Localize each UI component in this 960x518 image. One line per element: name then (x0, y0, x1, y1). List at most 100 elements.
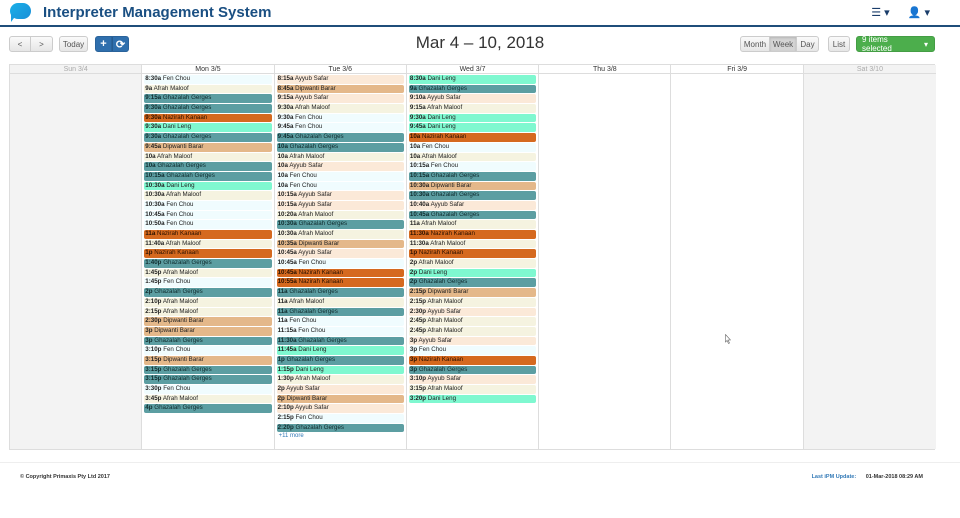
day-header[interactable]: Mon 3/5 (142, 65, 274, 74)
calendar-event[interactable]: 3p Fen Chou (408, 346, 537, 355)
calendar-event[interactable]: 10:15a Fen Chou (408, 162, 537, 171)
calendar-event[interactable]: 11a Afrah Maloof (408, 220, 537, 229)
calendar-event[interactable]: 2:15p Afrah Maloof (408, 297, 537, 307)
view-month-button[interactable]: Month (740, 36, 770, 52)
calendar-event[interactable]: 8:15a Ayyub Safar (276, 75, 404, 84)
calendar-event[interactable]: 9:30a Fen Chou (276, 113, 404, 123)
calendar-event[interactable]: 11:30a Afrah Maloof (408, 239, 537, 249)
prev-week-button[interactable]: < (9, 36, 31, 52)
day-column[interactable]: Thu 3/8 (539, 65, 672, 449)
calendar-event[interactable]: 10a Afrah Maloof (276, 152, 404, 162)
calendar-event[interactable]: 11:30a Ghazalah Gerges (276, 336, 404, 346)
calendar-event[interactable]: 1p Ghazalah Gerges (276, 355, 404, 365)
calendar-event[interactable]: 3:15p Dipwanti Barar (144, 355, 272, 365)
calendar-event[interactable]: 9:30a Ghazalah Gerges (144, 104, 272, 113)
day-column[interactable]: Wed 3/7 8:30a Dani Leng 9a Ghazalah Gerges… (406, 65, 540, 449)
calendar-event[interactable]: 10a Ghazalah Gerges (144, 162, 272, 171)
interpreter-filter-dropdown[interactable]: 9 items selected ▾ (856, 35, 935, 53)
calendar-event[interactable]: 10:35a Dipwanti Barar (276, 239, 404, 249)
calendar-event[interactable]: 9:45a Dani Leng (408, 123, 537, 133)
next-week-button[interactable]: > (31, 36, 53, 52)
calendar-event[interactable]: 9:15a Ghazalah Gerges (144, 94, 272, 104)
calendar-event[interactable]: 2p Ghazalah Gerges (408, 278, 537, 288)
calendar-event[interactable]: 10:20a Afrah Maloof (276, 210, 404, 220)
view-week-button[interactable]: Week (770, 36, 797, 52)
calendar-event[interactable]: 10:45a Ghazalah Gerges (408, 210, 537, 220)
calendar-event[interactable]: 1p Nazirah Kanaan (144, 249, 272, 259)
day-header[interactable]: Tue 3/6 (274, 65, 406, 74)
calendar-event[interactable]: 3:45p Afrah Maloof (144, 394, 272, 404)
day-header[interactable]: Sat 3/10 (803, 65, 937, 74)
calendar-event[interactable]: 11a Nazirah Kanaan (144, 230, 272, 239)
calendar-event[interactable]: 10:15a Ghazalah Gerges (408, 171, 537, 181)
calendar-event[interactable]: 3p Ghazalah Gerges (144, 336, 272, 346)
calendar-event[interactable]: 3:15p Ghazalah Gerges (144, 365, 272, 375)
calendar-event[interactable]: 9:10a Ayyub Safar (408, 94, 537, 104)
calendar-event[interactable]: 1:30p Afrah Maloof (276, 375, 404, 384)
calendar-event[interactable]: 2p Dani Leng (408, 268, 537, 278)
calendar-event[interactable]: 3p Ghazalah Gerges (408, 365, 537, 375)
calendar-event[interactable]: 1:45p Afrah Maloof (144, 268, 272, 278)
calendar-event[interactable]: 10a Afrah Maloof (144, 152, 272, 162)
calendar-event[interactable]: 2p Afrah Maloof (408, 259, 537, 268)
calendar-event[interactable]: 9:30a Dani Leng (408, 113, 537, 123)
day-header[interactable]: Sun 3/4 (10, 65, 142, 74)
calendar-event[interactable]: 10a Ayyub Safar (276, 162, 404, 171)
calendar-event[interactable]: 3:15p Afrah Maloof (408, 385, 537, 394)
calendar-event[interactable]: 2:15p Afrah Maloof (144, 307, 272, 317)
calendar-event[interactable]: 10a Ghazalah Gerges (276, 142, 404, 152)
calendar-event[interactable]: 2:15p Fen Chou (276, 414, 404, 423)
calendar-event[interactable]: 9:30a Afrah Maloof (276, 104, 404, 113)
calendar-event[interactable]: 10:45a Fen Chou (276, 259, 404, 268)
calendar-event[interactable]: 2p Ayyub Safar (276, 385, 404, 394)
calendar-event[interactable]: 2p Ghazalah Gerges (144, 288, 272, 297)
calendar-event[interactable]: 9:30a Dani Leng (144, 123, 272, 133)
calendar-event[interactable]: 10:15a Ayyub Safar (276, 200, 404, 210)
user-dropdown-icon[interactable]: 👤 ▾ (907, 7, 930, 19)
calendar-event[interactable]: 3:20p Dani Leng (408, 394, 537, 404)
calendar-event[interactable]: 9:15a Ayyub Safar (276, 94, 404, 104)
calendar-event[interactable]: 10:45a Ayyub Safar (276, 249, 404, 259)
calendar-event[interactable]: 10:30a Afrah Maloof (144, 191, 272, 200)
calendar-event[interactable]: 2:15p Dipwanti Barar (408, 288, 537, 297)
calendar-event[interactable]: 10a Nazirah Kanaan (408, 133, 537, 142)
calendar-event[interactable]: 3:10p Fen Chou (144, 346, 272, 355)
day-header[interactable]: Wed 3/7 (406, 65, 539, 74)
calendar-event[interactable]: 2:45p Afrah Maloof (408, 317, 537, 326)
calendar-event[interactable]: 3:10p Ayyub Safar (408, 375, 537, 384)
calendar-event[interactable]: 10:55a Nazirah Kanaan (276, 278, 404, 288)
calendar-event[interactable]: 10:30a Ghazalah Gerges (408, 191, 537, 200)
calendar-event[interactable]: 10:30a Dani Leng (144, 181, 272, 191)
calendar-event[interactable]: 11a Fen Chou (276, 317, 404, 326)
calendar-event[interactable]: 10:50a Fen Chou (144, 220, 272, 229)
calendar-event[interactable]: 8:45a Dipwanti Barar (276, 84, 404, 94)
calendar-event[interactable]: 10:40a Ayyub Safar (408, 200, 537, 210)
calendar-event[interactable]: 2p Dipwanti Barar (276, 394, 404, 404)
day-column[interactable]: Mon 3/5 8:30a Fen Chou 9a Afrah Maloof 9:15… (142, 65, 275, 449)
refresh-button[interactable]: ⟳ (112, 36, 129, 52)
calendar-event[interactable]: 11a Ghazalah Gerges (276, 307, 404, 317)
calendar-event[interactable]: 4p Ghazalah Gerges (144, 404, 272, 414)
day-header[interactable]: Fri 3/9 (671, 65, 803, 74)
calendar-event[interactable]: 1:15p Dani Leng (276, 365, 404, 375)
add-booking-button[interactable]: + (95, 36, 112, 52)
calendar-event[interactable]: 10a Fen Chou (408, 142, 537, 152)
calendar-event[interactable]: 11:30a Nazirah Kanaan (408, 230, 537, 239)
calendar-event[interactable]: 3p Nazirah Kanaan (408, 355, 537, 365)
day-column[interactable]: Sun 3/4 (10, 65, 143, 449)
calendar-event[interactable]: 3p Dipwanti Barar (144, 326, 272, 336)
day-column[interactable]: Tue 3/6 8:15a Ayyub Safar 8:45a Dipwanti B… (274, 65, 407, 449)
view-day-button[interactable]: Day (797, 36, 819, 52)
list-view-button[interactable]: List (828, 36, 850, 52)
calendar-event[interactable]: 1:45p Fen Chou (144, 278, 272, 288)
calendar-event[interactable]: 10:30a Afrah Maloof (276, 230, 404, 239)
menu-dropdown-icon[interactable]: ☰ ▾ (871, 7, 890, 19)
calendar-event[interactable]: 11:40a Afrah Maloof (144, 239, 272, 249)
calendar-event[interactable]: 8:30a Dani Leng (408, 75, 537, 84)
calendar-event[interactable]: 2:30p Ayyub Safar (408, 307, 537, 317)
calendar-event[interactable]: 2:45p Afrah Maloof (408, 326, 537, 336)
calendar-event[interactable]: 11a Ghazalah Gerges (276, 288, 404, 297)
calendar-event[interactable]: 10:30a Ghazalah Gerges (276, 220, 404, 229)
calendar-event[interactable]: 9:30a Nazirah Kanaan (144, 113, 272, 123)
calendar-event[interactable]: 10:15a Ghazalah Gerges (144, 171, 272, 181)
